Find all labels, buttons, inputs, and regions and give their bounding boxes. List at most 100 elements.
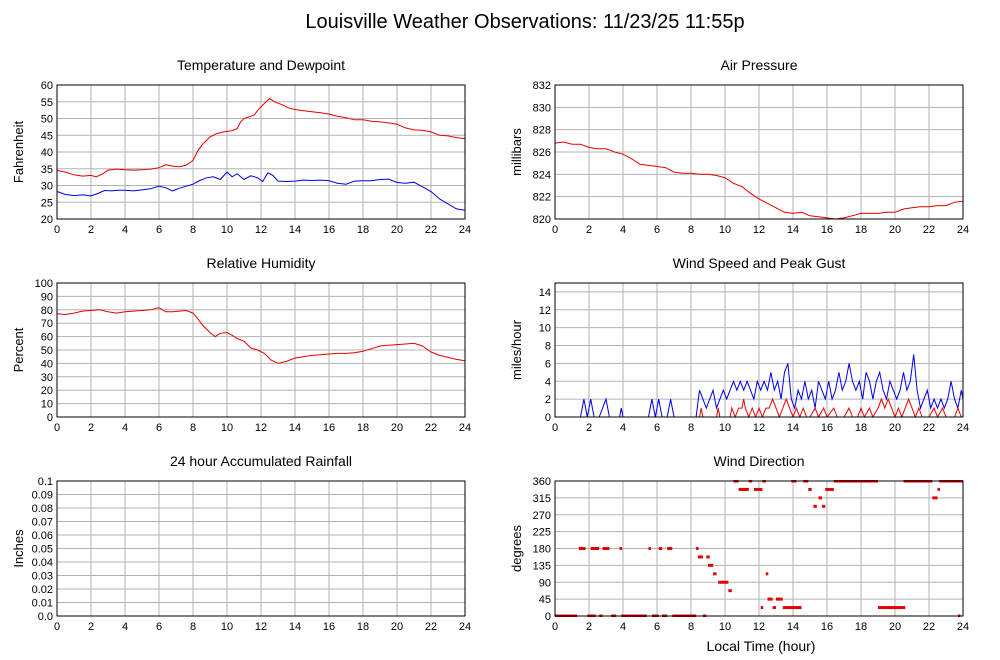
x-tick-label: 12 [753,224,765,236]
y-tick-label: 360 [533,476,551,488]
x-tick-label: 8 [190,422,196,434]
x-tick-label: 0 [552,422,558,434]
x-tick-label: 18 [357,224,369,236]
x-tick-label: 0 [552,621,558,633]
y-tick-label: 90 [41,291,53,303]
x-tick-label: 8 [688,422,694,434]
grid [56,84,466,220]
y-axis-label: Inches [11,529,26,568]
y-tick-label: 0.06 [32,530,53,542]
x-tick-label: 24 [459,224,471,236]
x-tick-label: 2 [88,224,94,236]
y-tick-label: 824 [533,169,551,181]
y-tick-label: 828 [533,125,551,137]
chart-title: Temperature and Dewpoint [177,57,345,73]
y-tick-label: 2 [545,394,551,406]
y-tick-label: 830 [533,102,551,114]
x-tick-label: 16 [821,224,833,236]
x-tick-label: 20 [391,621,403,633]
y-axis-label: degrees [509,525,524,572]
x-tick-label: 14 [787,621,799,633]
y-tick-label: 0.01 [32,598,53,610]
x-tick-label: 18 [357,422,369,434]
x-tick-label: 24 [459,422,471,434]
direction-point [578,547,586,550]
x-tick-label: 18 [855,224,867,236]
direction-point [821,504,826,508]
y-tick-label: 100 [35,278,53,290]
x-tick-label: 0 [552,224,558,236]
direction-point [776,597,783,601]
x-tick-label: 22 [923,422,935,434]
x-tick-label: 4 [620,224,626,236]
x-tick-label: 6 [654,621,660,633]
x-tick-label: 24 [957,422,969,434]
x-tick-label: 14 [787,422,799,434]
y-tick-label: 822 [533,192,551,204]
x-tick-label: 16 [323,224,335,236]
chart-title: Relative Humidity [207,255,316,271]
x-tick-label: 8 [688,621,694,633]
x-tick-label: 0 [54,422,60,434]
y-tick-label: 0 [47,412,53,424]
direction-point [767,597,773,601]
x-tick-label: 4 [620,422,626,434]
x-tick-label: 22 [923,621,935,633]
series-line-0 [555,354,963,418]
y-tick-label: 315 [533,493,551,505]
y-tick-label: 20 [41,214,53,226]
x-tick-label: 4 [122,621,128,633]
direction-point [658,547,663,550]
direction-point [765,572,769,576]
x-tick-label: 6 [156,224,162,236]
x-tick-label: 0 [54,621,60,633]
page-title: Louisville Weather Observations: 11/23/2… [305,11,744,33]
x-tick-label: 8 [190,224,196,236]
x-tick-label: 14 [289,224,301,236]
direction-point [602,547,610,550]
x-tick-label: 0 [54,224,60,236]
x-tick-label: 2 [586,422,592,434]
x-tick-label: 2 [586,621,592,633]
x-tick-label: 2 [586,224,592,236]
x-tick-label: 16 [323,422,335,434]
grid [554,480,964,617]
plot-area [57,97,465,211]
y-tick-label: 0.03 [32,571,53,583]
x-tick-label: 12 [753,422,765,434]
x-tick-label: 2 [88,422,94,434]
direction-point [878,606,906,610]
x-tick-label: 14 [787,224,799,236]
x-axis-label: Local Time (hour) [707,638,816,654]
direction-point [782,606,802,610]
plot-frame [554,480,964,617]
chart-title: Wind Direction [713,453,804,469]
direction-point [708,563,714,567]
x-tick-label: 8 [688,224,694,236]
x-tick-label: 22 [923,224,935,236]
y-tick-label: 45 [41,130,53,142]
y-tick-label: 20 [41,385,53,397]
y-tick-label: 0.1 [38,476,53,488]
direction-point [706,555,710,559]
x-tick-label: 6 [156,621,162,633]
x-tick-label: 10 [221,422,233,434]
y-tick-label: 10 [539,323,551,335]
y-tick-label: 14 [539,287,551,299]
series-line-1 [57,171,465,211]
y-tick-label: 50 [41,345,53,357]
x-tick-label: 8 [190,621,196,633]
y-tick-label: 270 [533,510,551,522]
plot-frame [56,282,466,418]
x-tick-label: 24 [957,621,969,633]
plot-frame [56,480,466,617]
x-tick-label: 6 [156,422,162,434]
y-tick-label: 8 [545,341,551,353]
y-tick-label: 820 [533,214,551,226]
direction-point [818,496,822,500]
x-tick-label: 10 [221,224,233,236]
